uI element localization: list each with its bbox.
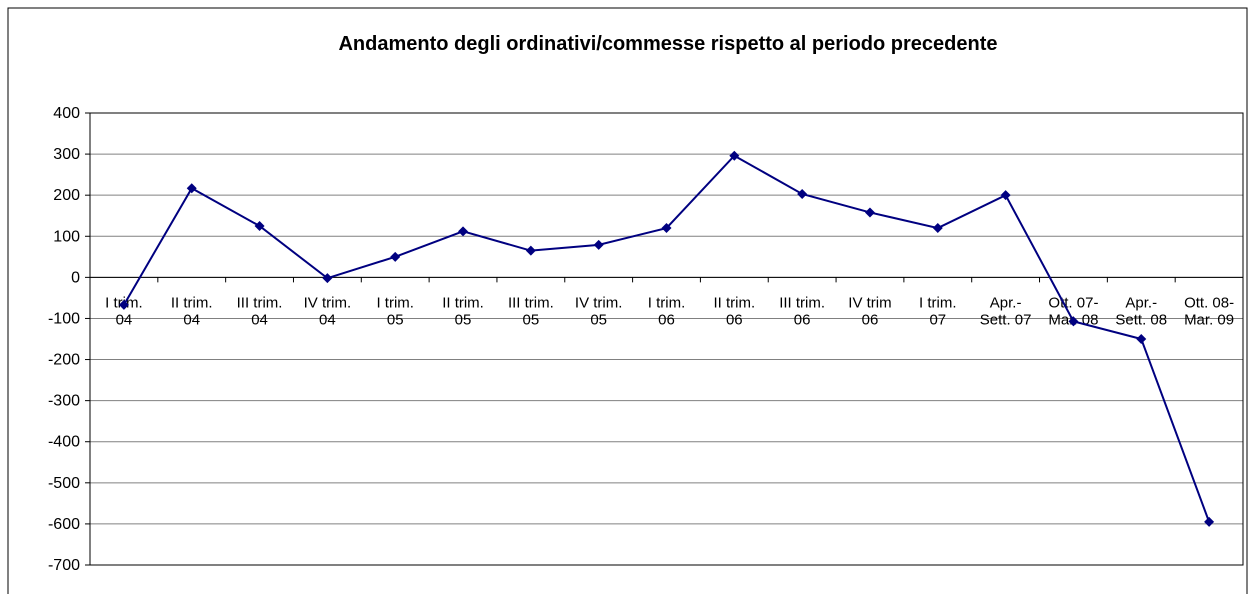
y-tick-label: 400 — [53, 105, 80, 122]
data-point — [254, 221, 265, 231]
x-tick-label: I trim. — [919, 294, 957, 311]
x-tick-label: 07 — [929, 311, 946, 328]
data-point — [797, 188, 808, 199]
y-tick-label: -100 — [48, 310, 80, 327]
y-tick-label: -300 — [48, 393, 80, 410]
x-tick-label: III trim. — [779, 294, 825, 311]
x-tick-label: 05 — [523, 311, 540, 328]
x-tick-label: I trim. — [648, 294, 686, 311]
plot-area — [89, 112, 1244, 566]
y-tick-label: -200 — [48, 352, 80, 369]
x-tick-label: Ott. 07- — [1048, 294, 1098, 311]
x-tick-label: III trim. — [508, 294, 554, 311]
x-tick-label: IV trim. — [304, 294, 352, 311]
data-point — [458, 226, 469, 237]
x-tick-label: Ott. 08- — [1184, 294, 1234, 311]
x-tick-label: 04 — [251, 311, 268, 328]
data-point — [932, 223, 943, 234]
x-tick-label: Apr.- — [1125, 294, 1157, 311]
x-tick-label: Sett. 07 — [980, 311, 1032, 328]
data-point — [729, 150, 740, 161]
chart-title: Andamento degli ordinativi/commesse risp… — [338, 33, 997, 55]
y-tick-label: -600 — [48, 516, 80, 533]
data-point — [1000, 190, 1011, 201]
x-tick-label: 04 — [116, 311, 133, 328]
data-point — [1136, 334, 1147, 344]
data-point — [593, 239, 604, 250]
data-point — [390, 251, 401, 262]
y-tick-label: 300 — [53, 146, 80, 163]
y-tick-label: 100 — [53, 228, 80, 245]
data-point — [1068, 316, 1079, 327]
x-tick-label: IV trim. — [575, 294, 623, 311]
x-tick-label: 06 — [794, 311, 811, 328]
x-tick-label: 06 — [862, 311, 879, 328]
y-tick-label: -400 — [48, 434, 80, 451]
x-tick-label: I trim. — [376, 294, 414, 311]
x-tick-label: II trim. — [713, 294, 755, 311]
x-tick-label: IV trim — [848, 294, 891, 311]
x-tick-label: 06 — [658, 311, 675, 328]
x-tick-label: Sett. 08 — [1115, 311, 1167, 328]
x-tick-label: 05 — [590, 311, 607, 328]
x-tick-label: 04 — [183, 311, 200, 328]
x-tick-label: II trim. — [171, 294, 213, 311]
data-point — [118, 299, 129, 310]
chart-border — [7, 7, 1248, 594]
x-tick-label: II trim. — [442, 294, 484, 311]
x-tick-label: 04 — [319, 311, 336, 328]
y-tick-label: -700 — [48, 557, 80, 574]
x-tick-label: Mar. 09 — [1184, 311, 1234, 328]
x-tick-label: III trim. — [237, 294, 283, 311]
x-tick-label: 05 — [387, 311, 404, 328]
data-point — [864, 207, 875, 218]
data-point — [661, 223, 672, 234]
x-tick-label: 06 — [726, 311, 743, 328]
x-tick-label: Apr.- — [990, 294, 1022, 311]
data-point — [186, 183, 197, 194]
y-tick-label: 200 — [53, 187, 80, 204]
y-tick-label: -500 — [48, 475, 80, 492]
data-point — [525, 245, 536, 256]
data-point — [1204, 516, 1215, 527]
y-tick-label: 0 — [71, 269, 80, 286]
data-point — [322, 273, 333, 284]
x-tick-label: 05 — [455, 311, 472, 328]
